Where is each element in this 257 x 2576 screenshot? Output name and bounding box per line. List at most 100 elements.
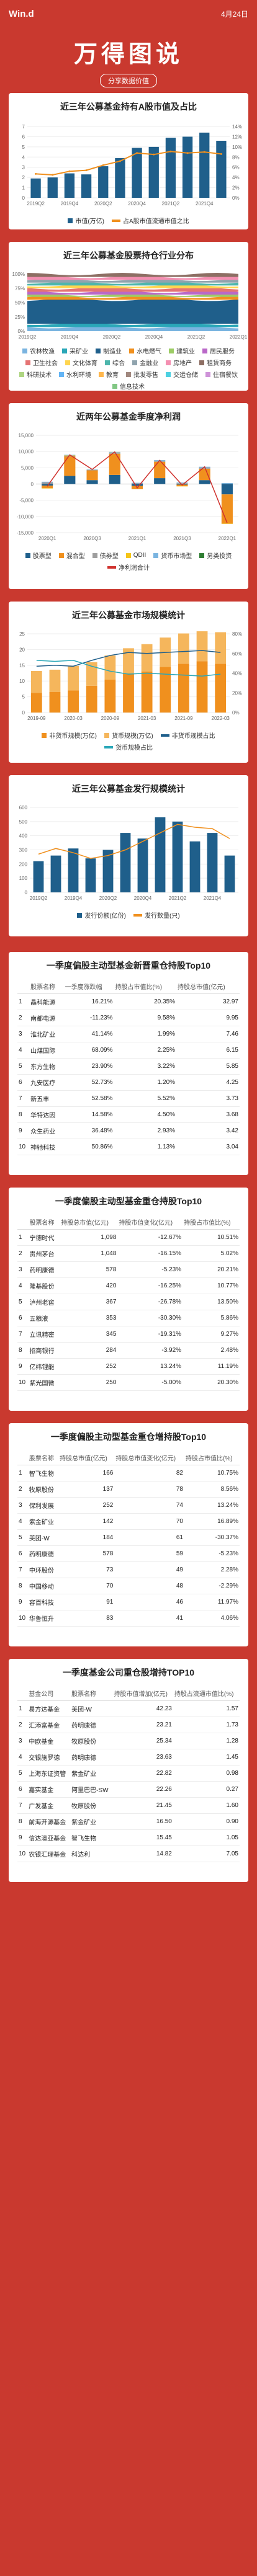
profit-bar [221,482,233,484]
table-cell: 牧原股份 [70,1797,113,1814]
table-cell: 6.15 [176,1042,240,1059]
industry-band [27,326,238,331]
table-cell: 2.25% [114,1042,177,1059]
table-cell: 南都电源 [29,1010,64,1026]
issuance-bar [172,821,183,892]
legend-swatch [22,348,27,353]
profit-bar [109,474,120,484]
chart-card-industry: 近三年公募基金股票持仓行业分布 0% 25% 50% 75% 100% 2019Q2 201… [9,242,248,391]
profit-bar [64,456,76,476]
table-header-row: 基金公司 股票名称 持股市值增加(亿元) 持股占流通市值比(%) [17,1686,240,1701]
y-tick-label: 15 [19,663,25,668]
table-cell: 5 [17,1058,30,1075]
table-row: 2 南都电源 -11.23% 9.58% 9.95 [17,1010,240,1026]
legend-label: 市值(万亿) [75,218,104,225]
ratio-point [68,170,71,172]
table-card-top-holdings: 一季度偏股主动型基金重仓持股Top10 股票名称 持股总市值(亿元) 持股市值变化(… [9,1188,248,1411]
table-card-new-holdings: 一季度偏股主动型基金新晋重仓持股Top10 股票名称 一季度涨跌幅 持股占市值比(%… [9,952,248,1175]
table-cell: 3.42 [176,1122,240,1139]
profit-bar [131,482,143,484]
table-cell: 7.46 [176,1026,240,1042]
chart-title: 近三年公募基金持有A股市值及占比 [60,102,197,112]
table-cell: 药明康德 [28,1261,60,1278]
x-tick-label: 2021Q2 [169,895,187,901]
legend-item: 住宿餐饮 [205,370,238,379]
table-title: 一季度偏股主动型基金新晋重仓持股Top10 [46,961,211,970]
legend-item: 净利润合计 [107,562,150,572]
table-cell: 3.73 [176,1090,240,1107]
table-cell: -16.25% [117,1277,183,1294]
legend-item: 采矿业 [62,346,88,355]
table-row: 7 立讯精密 345 -19.31% 9.27% [17,1326,240,1343]
table-cell: 1.28 [173,1733,240,1749]
nonmoney-bar [123,673,134,713]
money-bar [178,633,189,664]
legend-item: 批发零售 [126,370,158,379]
table-cell: 华特达因 [29,1106,64,1123]
table-cell: 70 [58,1578,115,1594]
column-header: 股票名称 [70,1686,113,1701]
table-cell: 4.25 [176,1074,240,1091]
table-cell: 6 [17,1781,28,1798]
y2-tick-label: 0% [232,195,240,201]
table-cell: 10 [17,1610,28,1627]
profit-bar [221,523,233,524]
table-row: 4 山煤国际 68.09% 2.25% 6.15 [17,1042,240,1059]
y-tick-label: -5,000 [19,498,34,504]
chart-title: 近三年公募基金市场规模统计 [72,610,185,620]
legend-item: 债券型 [92,551,119,560]
industry-band [27,273,238,277]
industry-area-chart: 0% 25% 50% 75% 100% 2019Q2 2019Q4 2020Q2 2020Q4 2… [12,272,248,340]
table-row: 2 汇添富基金 药明康德 23.21 1.73 [17,1717,240,1733]
table-row: 1 宁德时代 1,098 -12.67% 10.51% [17,1229,240,1246]
legend-swatch [202,348,207,353]
legend-swatch [126,371,131,377]
legend-label: 占A股市值流通市值之比 [123,218,189,225]
legend-swatch [68,218,73,223]
x-tick-label: 2021Q2 [187,334,205,340]
industry-band [27,295,238,300]
legend-item: 非货币规模(万亿) [42,731,97,740]
bar [81,174,92,198]
table-cell: 8 [17,1813,28,1830]
table-cell: 68.09% [63,1042,114,1059]
y-tick-label: 4 [22,154,25,160]
table-cell: 9 [17,1122,30,1139]
table-cell: 美团-W [70,1700,113,1717]
issuance-bar [68,848,79,892]
table-cell: 1 [17,1700,28,1717]
legend-label: 交运仓储 [173,372,198,379]
table-card-increased-holdings: 一季度偏股主动型基金重仓增持股Top10 股票名称 持股总市值(亿元) 持股总市值变… [9,1423,248,1646]
table-cell: 420 [60,1277,118,1294]
table-cell: 3.68 [176,1106,240,1123]
table-cell: 9 [17,1358,29,1375]
legend-label: 债券型 [99,553,119,560]
table-cell: 9.58% [114,1010,177,1026]
table-cell: 3.04 [176,1139,240,1155]
table-cell: 20.21% [183,1261,240,1278]
legend-item: 占A股市值流通市值之比 [112,216,189,225]
table-cell: 252 [60,1358,118,1375]
table-cell: 众生药业 [29,1122,64,1139]
increased-holdings-table: 股票名称 持股总市值(亿元) 持股总市值变化(亿元) 持股占市值比(%) 1 智飞生物 16… [17,1450,240,1627]
issuance-bar [155,817,166,892]
y-tick-label: 500 [19,819,28,825]
y-tick-label: -15,000 [17,530,34,536]
money-bar [68,665,79,691]
table-cell: 6 [17,1310,29,1326]
legend-swatch [92,553,97,558]
table-cell: 50.86% [63,1139,114,1155]
table-row: 6 药明康德 578 59 -5.23% [17,1545,240,1562]
legend-label: 制造业 [103,349,122,355]
table-cell: -5.00% [117,1374,183,1391]
profit-bar [64,455,76,456]
legend-label: 科研技术 [27,372,52,379]
y-tick-label: 0 [31,482,34,487]
legend-swatch [59,371,64,377]
profit-bar [154,461,166,462]
table-cell: -30.37% [184,1529,240,1546]
bar [30,178,41,198]
table-row: 9 众生药业 36.48% 2.93% 3.42 [17,1122,240,1139]
y-tick-label: 3 [22,165,25,171]
table-cell: 立讯精密 [28,1326,60,1343]
